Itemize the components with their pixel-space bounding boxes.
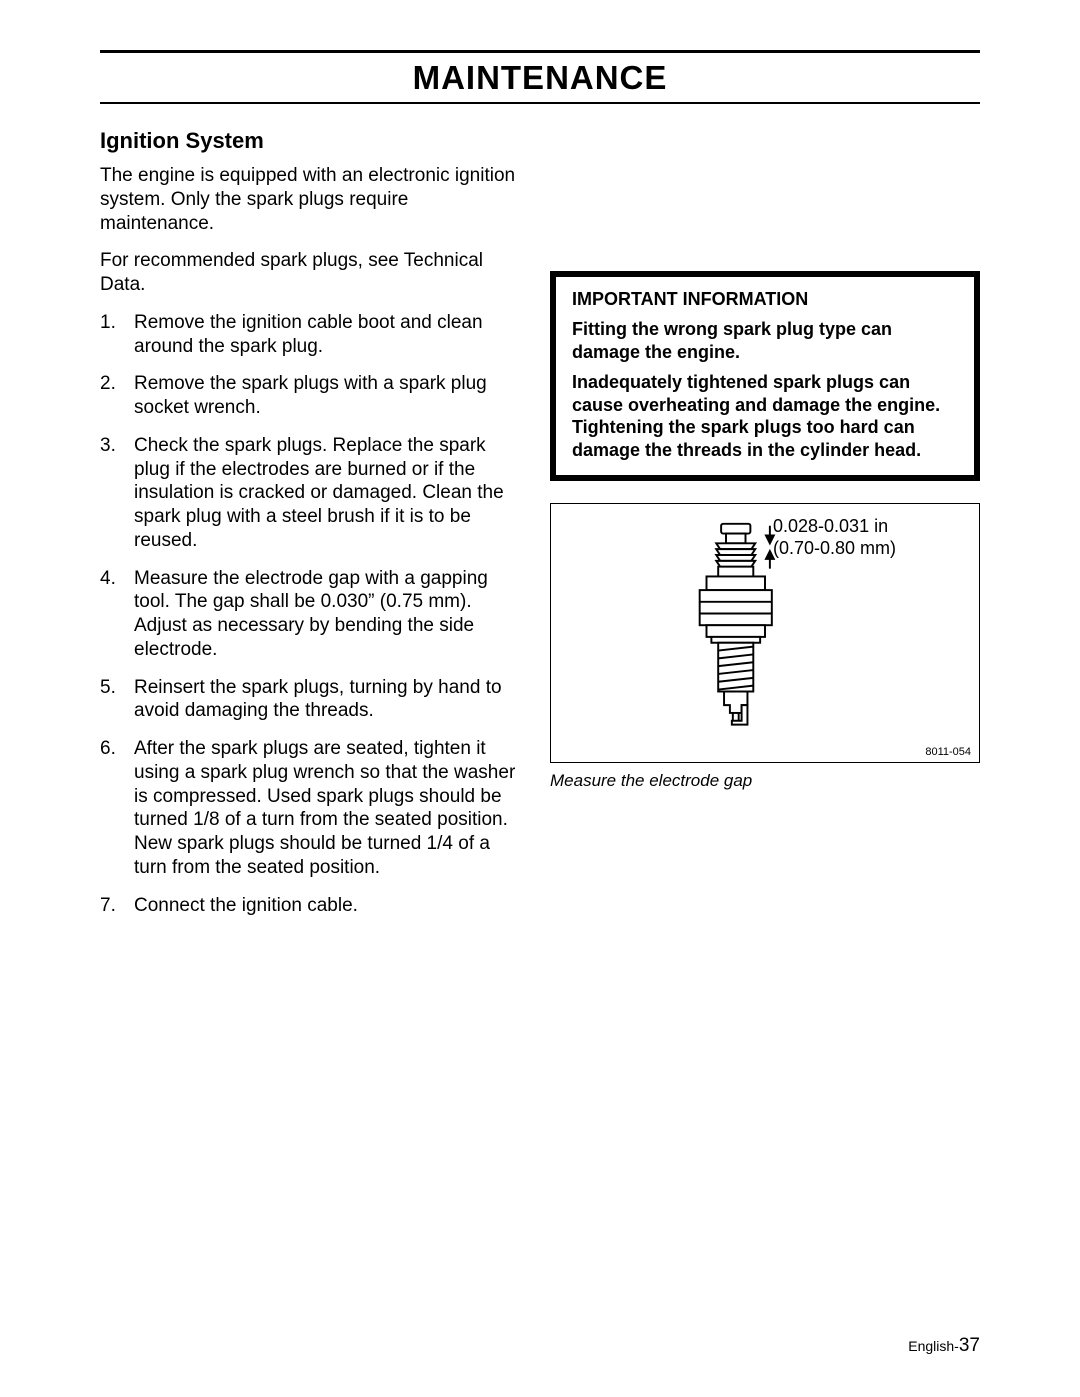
right-column: IMPORTANT INFORMATION Fitting the wrong … [550, 128, 980, 931]
header-rule-top [100, 50, 980, 53]
intro-paragraph-1: The engine is equipped with an electroni… [100, 164, 520, 235]
section-heading-ignition: Ignition System [100, 128, 520, 154]
page-header-title: MAINTENANCE [100, 57, 980, 99]
intro-paragraph-2: For recommended spark plugs, see Technic… [100, 249, 520, 297]
step-item: Remove the ignition cable boot and clean… [100, 311, 520, 359]
gap-measurement-label: 0.028-0.031 in (0.70-0.80 mm) [773, 516, 896, 559]
figure-caption: Measure the electrode gap [550, 771, 980, 791]
step-item: Reinsert the spark plugs, turning by han… [100, 676, 520, 724]
info-box-paragraph: Fitting the wrong spark plug type can da… [572, 318, 958, 363]
left-column: Ignition System The engine is equipped w… [100, 128, 520, 931]
step-item: Measure the electrode gap with a gapping… [100, 567, 520, 662]
footer-page-number: 37 [959, 1335, 980, 1356]
info-box-paragraph: Inadequately tightened spark plugs can c… [572, 371, 958, 461]
info-box-title: IMPORTANT INFORMATION [572, 289, 958, 310]
step-item: After the spark plugs are seated, tighte… [100, 737, 520, 880]
gap-inches: 0.028-0.031 in [773, 516, 888, 536]
header-rule-bottom [100, 102, 980, 104]
step-item: Connect the ignition cable. [100, 894, 520, 918]
step-item: Remove the spark plugs with a spark plug… [100, 372, 520, 420]
content-columns: Ignition System The engine is equipped w… [100, 128, 980, 931]
spark-plug-diagram [563, 516, 967, 750]
step-item: Check the spark plugs. Replace the spark… [100, 434, 520, 553]
figure-number: 8011-054 [925, 746, 971, 758]
gap-mm: (0.70-0.80 mm) [773, 538, 896, 558]
footer-language: English- [908, 1338, 959, 1354]
page-footer: English-37 [908, 1335, 980, 1357]
figure-spark-plug: 0.028-0.031 in (0.70-0.80 mm) 8011-054 [550, 503, 980, 763]
important-info-box: IMPORTANT INFORMATION Fitting the wrong … [550, 271, 980, 481]
steps-list: Remove the ignition cable boot and clean… [100, 311, 520, 918]
page: MAINTENANCE Ignition System The engine i… [0, 0, 1080, 971]
